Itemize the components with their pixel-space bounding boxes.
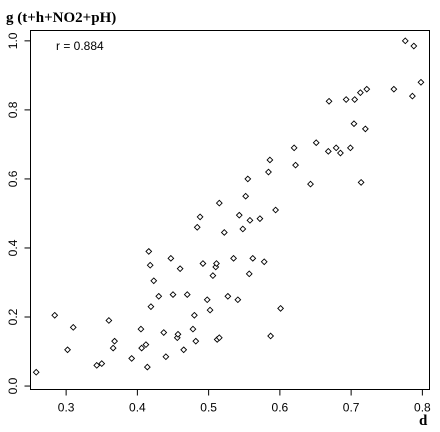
data-point: [260, 258, 268, 266]
y-tick-label: 1.0: [6, 32, 20, 49]
data-point: [196, 213, 204, 221]
data-point: [357, 178, 365, 186]
data-point: [213, 260, 220, 267]
x-axis: 0.3 0.4 0.5 0.6 0.7 0.8: [58, 389, 431, 415]
data-point: [410, 42, 418, 50]
data-point: [93, 361, 101, 369]
data-point: [183, 291, 191, 299]
x-axis-label: d: [419, 413, 428, 429]
data-point: [220, 229, 228, 236]
data-point: [292, 161, 299, 169]
data-point: [342, 96, 350, 103]
data-point: [173, 334, 181, 342]
data-point: [215, 334, 223, 342]
data-point: [64, 346, 71, 354]
data-point: [145, 247, 153, 255]
data-point: [111, 337, 119, 345]
data-point: [150, 277, 158, 285]
data-point: [142, 341, 150, 349]
correlation-annotation: r = 0.884: [56, 39, 104, 53]
data-point: [203, 296, 211, 304]
data-point: [138, 344, 146, 352]
data-point: [390, 85, 398, 93]
data-point: [234, 296, 242, 304]
data-point: [51, 311, 59, 319]
data-point: [199, 260, 207, 267]
data-point: [98, 360, 106, 368]
data-point: [346, 144, 354, 152]
data-point: [176, 265, 184, 273]
data-point: [147, 303, 155, 311]
data-point: [209, 272, 217, 280]
data-point: [244, 175, 252, 183]
data-point: [137, 325, 145, 333]
y-tick-label: 0.6: [6, 170, 20, 187]
data-points: [32, 37, 425, 376]
data-point: [193, 223, 201, 231]
data-point: [245, 270, 253, 278]
data-point: [249, 254, 257, 262]
y-tick-label: 0.0: [6, 377, 20, 394]
data-point: [408, 92, 416, 100]
data-point: [272, 206, 280, 214]
data-point: [312, 139, 320, 147]
data-point: [266, 156, 274, 164]
data-point: [155, 292, 163, 300]
data-point: [235, 211, 243, 219]
data-point: [277, 304, 285, 312]
data-point: [337, 149, 344, 157]
x-tick-label: 0.5: [200, 401, 217, 415]
x-tick-label: 0.4: [129, 401, 146, 415]
data-point: [109, 344, 117, 352]
data-point: [325, 97, 333, 105]
data-point: [146, 261, 154, 269]
data-point: [190, 311, 198, 319]
data-point: [105, 317, 113, 324]
data-point: [69, 323, 77, 331]
y-tick-label: 0.8: [6, 101, 20, 118]
data-point: [167, 254, 175, 262]
data-point: [215, 199, 223, 207]
x-tick-label: 0.3: [58, 401, 75, 415]
data-point: [162, 353, 170, 361]
data-point: [206, 306, 214, 314]
data-point: [361, 125, 369, 133]
y-axis: 0.0 0.2 0.4 0.6 0.8 1.0: [6, 32, 31, 394]
plot-area: [30, 30, 430, 390]
chart-title: g (t+h+NO2+pH): [6, 10, 116, 26]
data-point: [351, 96, 359, 103]
data-point: [239, 225, 247, 233]
data-point: [256, 215, 264, 223]
data-point: [332, 144, 340, 152]
data-point: [180, 346, 188, 354]
data-point: [143, 363, 151, 371]
data-point: [350, 120, 358, 128]
data-point: [401, 37, 409, 45]
data-point: [363, 85, 371, 93]
data-point: [192, 337, 200, 345]
data-point: [189, 325, 197, 333]
data-point: [356, 89, 364, 97]
data-point: [230, 254, 237, 262]
data-point: [265, 168, 272, 176]
y-tick-label: 0.2: [6, 308, 20, 325]
y-tick-label: 0.4: [6, 239, 20, 256]
data-point: [160, 329, 168, 336]
data-point: [290, 144, 298, 152]
data-point: [224, 292, 232, 300]
data-point: [324, 147, 332, 155]
data-point: [417, 78, 425, 86]
data-point: [174, 330, 182, 338]
data-point: [307, 180, 314, 188]
x-tick-label: 0.8: [414, 401, 431, 415]
data-point: [169, 291, 177, 299]
x-tick-label: 0.7: [343, 401, 360, 415]
x-tick-label: 0.6: [272, 401, 289, 415]
data-point: [242, 192, 250, 200]
data-point: [128, 354, 136, 362]
data-point: [267, 332, 275, 340]
data-point: [246, 216, 254, 224]
data-point: [32, 368, 40, 376]
